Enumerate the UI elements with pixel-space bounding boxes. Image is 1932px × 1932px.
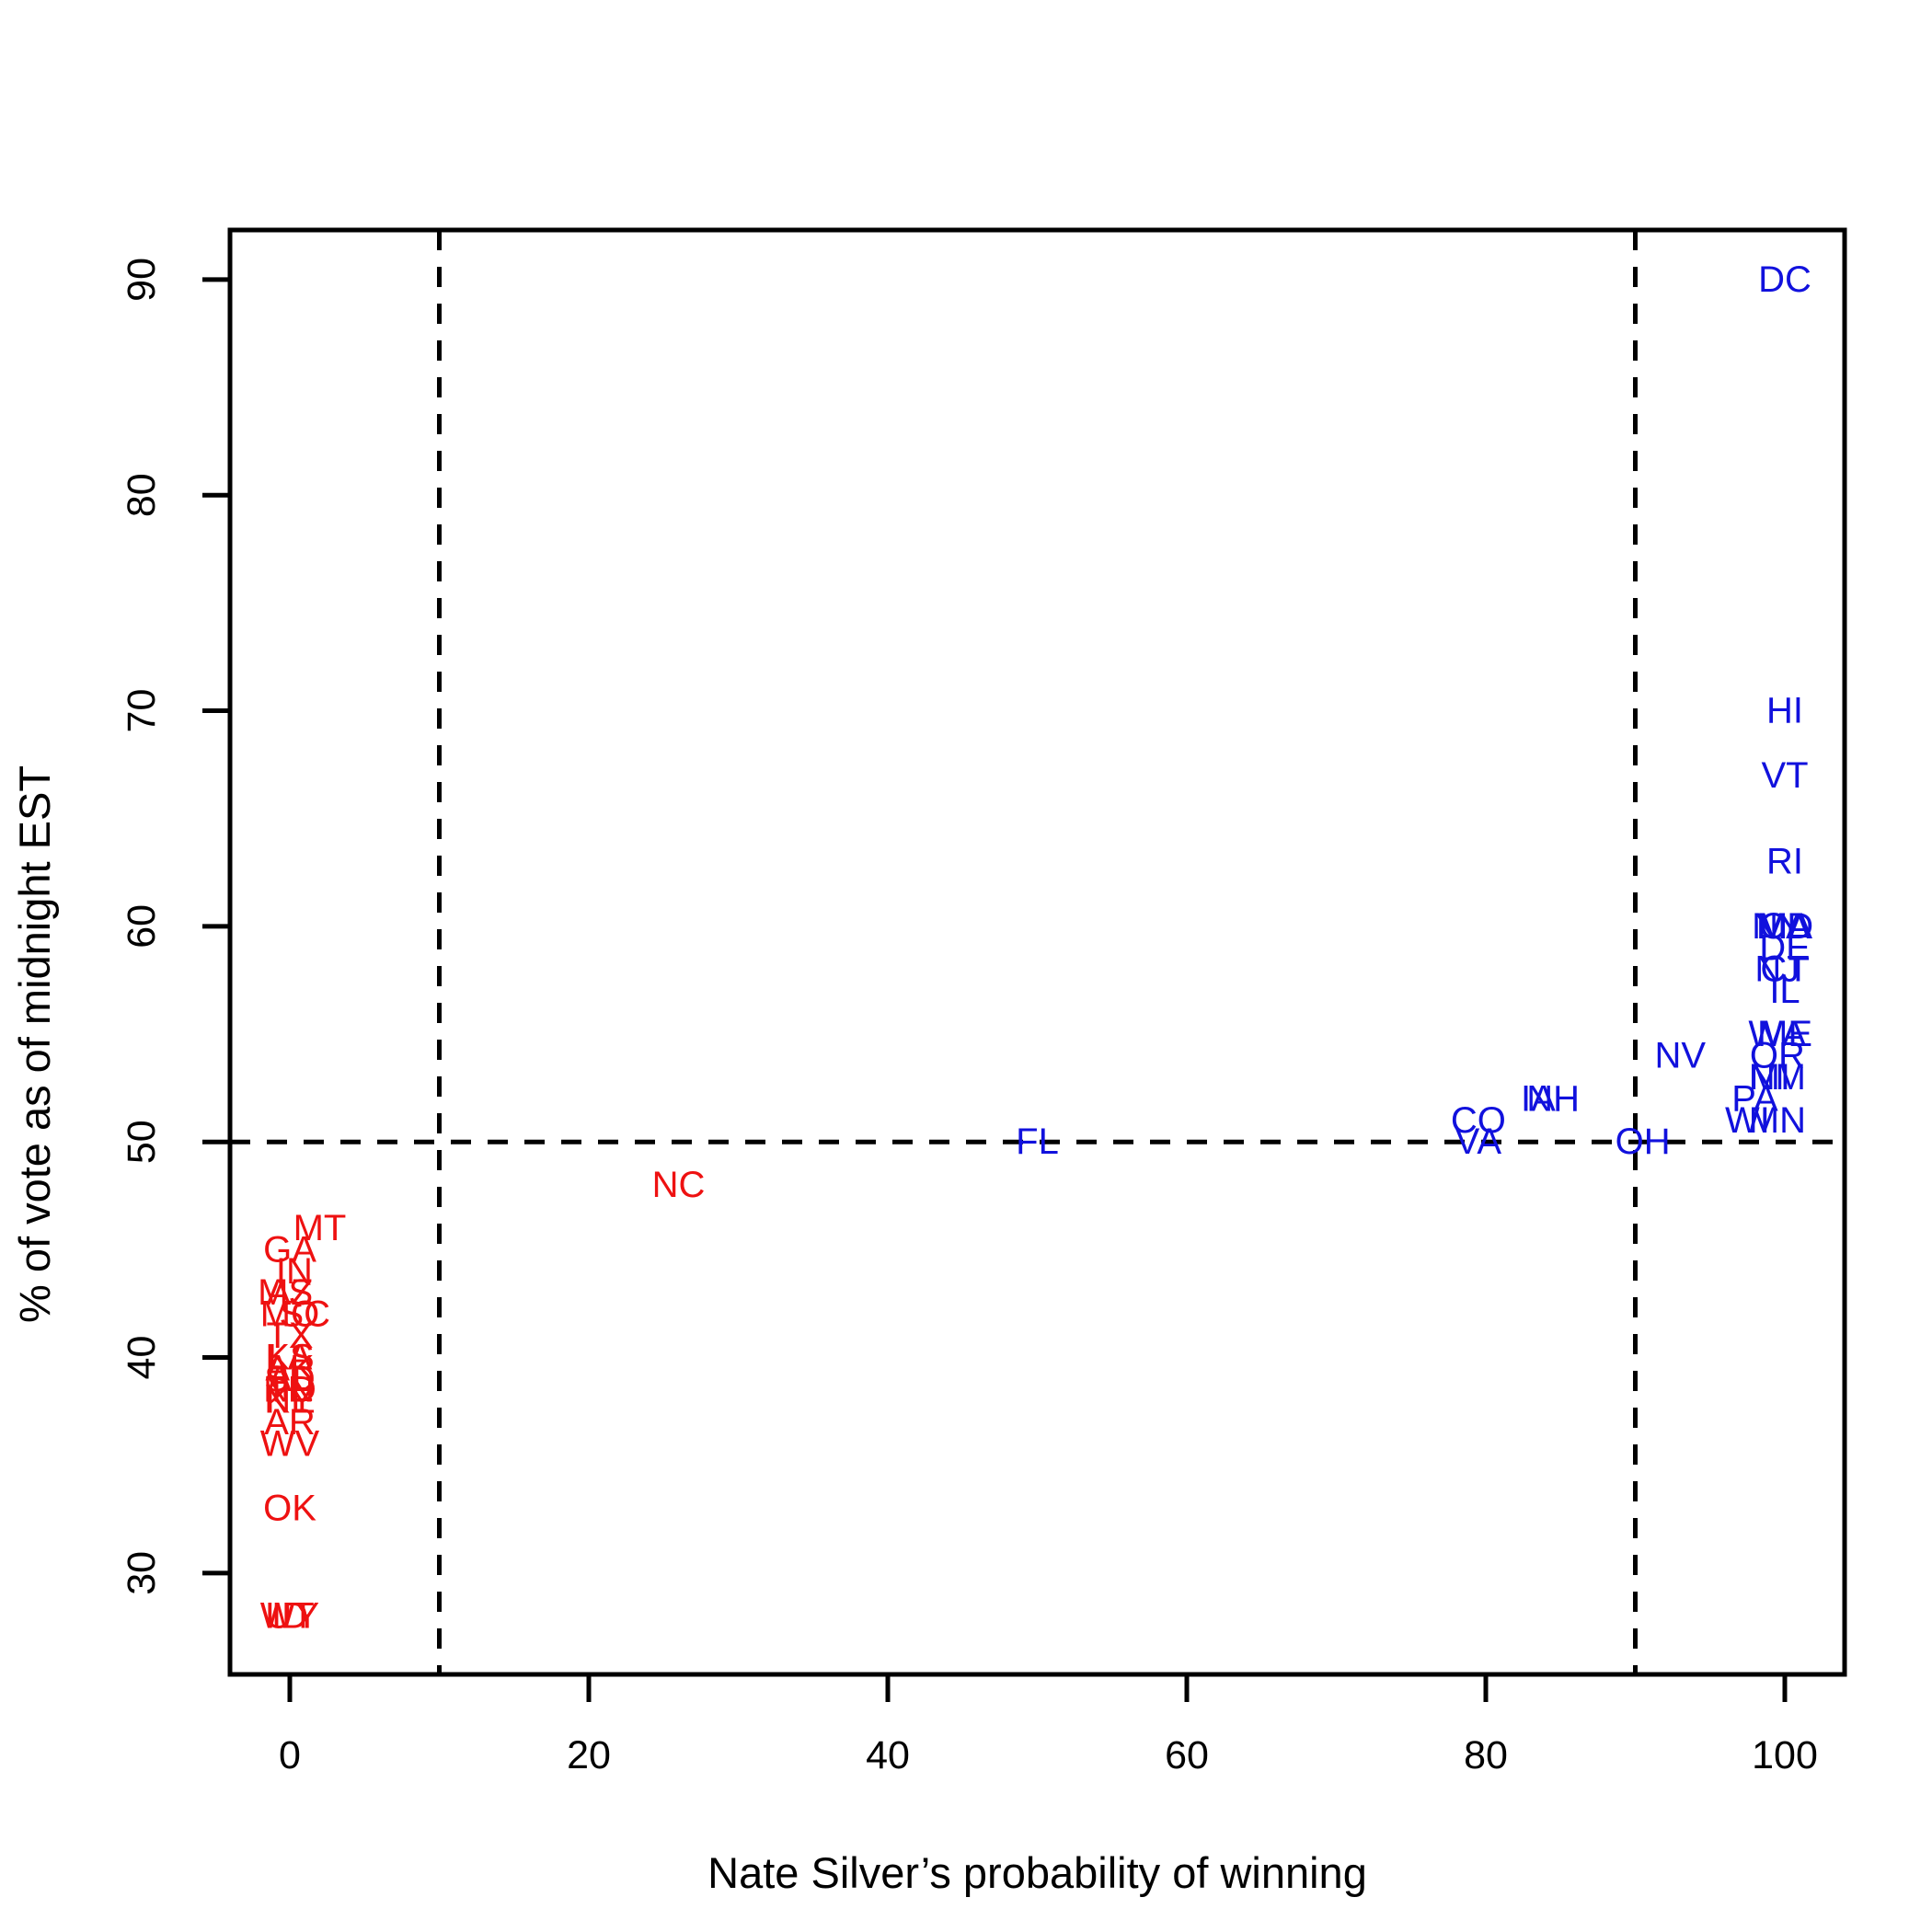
y-tick-label: 80 [120,473,164,517]
point-label-ms: MS [258,1272,313,1313]
x-tick-label: 100 [1752,1733,1818,1777]
x-tick-label: 40 [866,1733,910,1777]
point-label-az: AZ [266,1272,313,1313]
point-label-mn: MN [1749,1100,1806,1141]
point-label-mi: MI [1750,1057,1790,1098]
point-label-ny: NY [1752,906,1803,947]
point-label-mt: MT [293,1208,347,1248]
y-tick-label: 90 [120,258,164,302]
point-label-ak: AK [265,1348,315,1388]
point-label-nd: ND [263,1370,316,1410]
point-label-ne: NE [264,1380,316,1420]
point-label-nc: NC [652,1165,706,1205]
point-label-hi: HI [1766,691,1803,731]
point-label-la: LA [268,1338,313,1378]
reference-lines [230,230,1845,1674]
point-label-ar: AR [264,1402,316,1443]
point-label-nm: NM [1749,1057,1806,1098]
point-label-me: ME [1757,1014,1812,1054]
point-label-de: DE [1759,927,1811,968]
point-label-ma: MA [1757,906,1812,947]
x-axis-ticks: 0 20 40 60 80 100 [279,1674,1818,1777]
point-label-vt: VT [1761,755,1808,796]
y-tick-label: 70 [120,689,164,733]
point-label-pa: PA [1731,1078,1778,1119]
point-label-tn: TN [265,1370,314,1410]
point-label-id: ID [271,1596,308,1637]
point-label-mo: MO [260,1294,319,1335]
point-label-tx: TX [266,1316,313,1356]
y-tick-label: 50 [120,1120,164,1164]
point-label-nj: NJ [1754,949,1800,990]
y-axis-title: % of vote as of midnight EST [10,765,59,1323]
point-label-ky: KY [265,1380,314,1420]
plot-frame [227,227,1847,1677]
point-label-fl: FL [1016,1121,1059,1162]
point-label-co: CO [1451,1100,1506,1141]
point-label-or: OR [1750,1035,1805,1075]
x-tick-label: 80 [1464,1733,1508,1777]
point-label-wy: WY [260,1596,319,1637]
point-label-ut: UT [265,1596,314,1637]
point-label-ga: GA [263,1229,316,1270]
point-label-ri: RI [1766,842,1803,882]
point-label-ok: OK [263,1489,316,1529]
point-label-md: MD [1756,906,1813,947]
x-tick-label: 60 [1165,1733,1209,1777]
point-label-nv: NV [1654,1035,1706,1075]
point-label-nh: NH [1526,1078,1580,1119]
x-tick-label: 20 [567,1733,611,1777]
point-label-ct: CT [1760,949,1809,990]
point-label-sd: SD [264,1359,316,1399]
point-label-in: IN [276,1251,313,1292]
point-label-al: AL [268,1359,313,1399]
point-label-dc: DC [1758,259,1811,300]
point-label-sc: SC [279,1294,330,1335]
y-tick-label: 40 [120,1336,164,1380]
y-tick-label: 30 [120,1551,164,1595]
point-label-wi: WI [1725,1100,1770,1141]
point-label-oh: OH [1616,1121,1671,1162]
x-axis-title: Nate Silver’s probability of winning [707,1848,1367,1897]
y-axis-ticks: 30 40 50 60 70 80 90 [120,258,230,1595]
point-label-wa: WA [1748,1014,1806,1054]
point-label-il: IL [1769,971,1800,1011]
point-label-ks: KS [265,1338,314,1378]
point-label-wv: WV [260,1423,320,1464]
point-label-ia: IA [1521,1078,1556,1119]
x-tick-label: 0 [279,1733,301,1777]
point-label-ca: CA [1759,906,1811,947]
point-label-va: VA [1455,1121,1502,1162]
y-tick-label: 60 [120,904,164,949]
